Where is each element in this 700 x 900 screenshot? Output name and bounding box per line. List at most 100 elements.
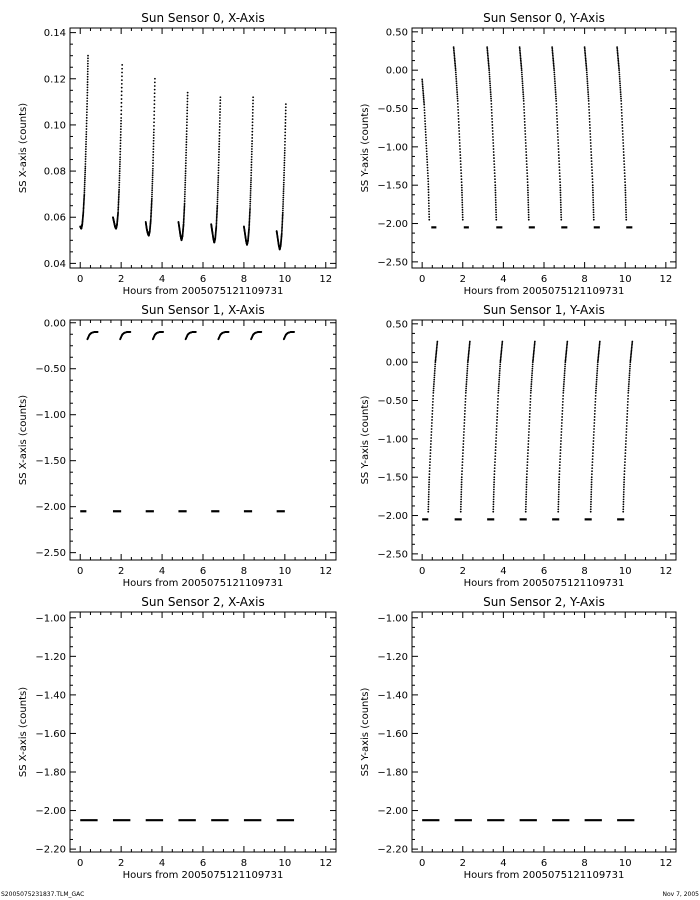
data-point [119,131,122,133]
data-point [250,153,253,156]
footer-file-name: S2005075231837.TLM_GAC [1,891,85,898]
data-point [423,114,426,117]
data-point [631,345,633,347]
data-point [598,349,600,352]
data-point [618,80,621,83]
data-point [84,177,86,180]
data-point [591,178,594,181]
data-point [559,191,562,194]
x-tick-label: 10 [619,274,632,285]
data-point [552,61,555,63]
data-point [490,102,493,105]
data-point [527,449,529,451]
data-point [435,349,438,352]
data-point [252,105,254,108]
data-point [424,125,427,128]
data-series [144,77,156,237]
data-point [625,216,628,219]
data-point [490,111,493,114]
data-point [565,350,568,353]
data-point [432,397,434,400]
data-point [489,86,492,89]
data-point [251,127,254,130]
data-point [432,385,435,388]
data-point [492,505,495,508]
data-point [250,156,253,158]
data-point [86,75,89,78]
data-point [467,352,470,355]
data-point [592,218,595,221]
data-point [151,185,154,187]
data-point [153,125,155,127]
y-tick-label: −1.40 [377,690,408,701]
data-point [598,340,601,343]
data-point [284,106,287,109]
data-point [625,422,628,424]
y-axis-label: SS Y-axis (counts) [360,687,371,776]
data-point [557,496,560,498]
data-point [120,98,123,100]
data-point [460,473,463,476]
data-point [527,218,530,221]
data-point [284,128,287,131]
data-point [118,191,120,194]
data-point [563,376,566,379]
data-point [460,184,463,187]
data-point [284,137,286,140]
data-point [527,199,530,201]
data-point [555,111,558,114]
data-point [216,191,219,194]
data-point [436,345,438,347]
data-point [487,59,490,62]
data-point [596,374,598,377]
data-point [423,101,425,104]
data-point [84,171,87,174]
data-point [460,169,462,172]
data-point [595,389,597,392]
y-tick-label: −1.80 [377,768,408,779]
data-point [162,331,165,333]
data-point [250,163,253,166]
data-point [592,194,594,196]
data-point [529,410,531,412]
data-point [425,136,427,139]
data-point [456,99,459,102]
data-point [621,121,624,123]
data-point [117,193,120,196]
data-point [86,94,89,97]
data-point [282,181,285,184]
data-point [460,175,463,178]
data-point [552,56,554,58]
data-point [622,496,625,498]
data-point [618,71,621,74]
data-point [424,133,427,136]
data-point [84,160,87,163]
data-point [624,443,627,445]
data-point [86,67,89,70]
data-point [624,461,626,464]
data-point [250,161,253,164]
data-point [150,212,153,215]
data-point [248,217,251,220]
data-point [435,352,438,355]
data-point [618,78,621,80]
data-point [260,331,263,333]
data-point [592,206,595,209]
data-point [622,503,625,506]
data-point [150,200,153,203]
data-point [558,483,560,486]
data-point [553,73,556,76]
data-point [590,473,593,476]
data-point [453,54,456,57]
data-point [524,136,527,138]
data-point [215,213,218,216]
data-point [629,365,631,368]
data-point [624,191,627,194]
data-point [488,75,491,78]
data-point [117,206,120,209]
data-point [86,105,88,108]
data-point [488,80,491,83]
data-point [526,186,529,189]
data-point [183,208,186,211]
data-point [584,51,586,53]
